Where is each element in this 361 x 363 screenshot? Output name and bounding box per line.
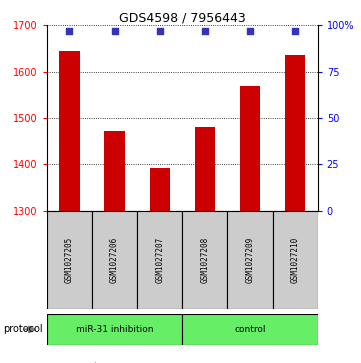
Text: protocol: protocol — [4, 325, 43, 334]
Bar — [104, 131, 125, 211]
Point — [292, 28, 298, 34]
Title: GDS4598 / 7956443: GDS4598 / 7956443 — [119, 11, 246, 24]
Text: count: count — [72, 362, 98, 363]
FancyBboxPatch shape — [182, 314, 318, 345]
Text: ■: ■ — [47, 362, 56, 363]
Text: GSM1027209: GSM1027209 — [245, 236, 255, 283]
FancyBboxPatch shape — [47, 211, 92, 309]
Text: GSM1027205: GSM1027205 — [65, 236, 74, 283]
Point — [67, 28, 73, 34]
Bar — [195, 127, 215, 211]
Text: GSM1027208: GSM1027208 — [200, 236, 209, 283]
FancyBboxPatch shape — [47, 314, 182, 345]
FancyBboxPatch shape — [92, 211, 137, 309]
Bar — [149, 168, 170, 211]
Bar — [59, 51, 80, 211]
Text: miR-31 inhibition: miR-31 inhibition — [76, 325, 153, 334]
Text: GSM1027210: GSM1027210 — [291, 236, 300, 283]
FancyBboxPatch shape — [182, 211, 227, 309]
Bar — [240, 86, 260, 211]
Point — [202, 28, 208, 34]
Point — [157, 28, 162, 34]
FancyBboxPatch shape — [137, 211, 182, 309]
Point — [247, 28, 253, 34]
Text: control: control — [234, 325, 266, 334]
Bar — [285, 56, 305, 211]
Text: GSM1027206: GSM1027206 — [110, 236, 119, 283]
FancyBboxPatch shape — [273, 211, 318, 309]
FancyBboxPatch shape — [227, 211, 273, 309]
Point — [112, 28, 118, 34]
Text: GSM1027207: GSM1027207 — [155, 236, 164, 283]
